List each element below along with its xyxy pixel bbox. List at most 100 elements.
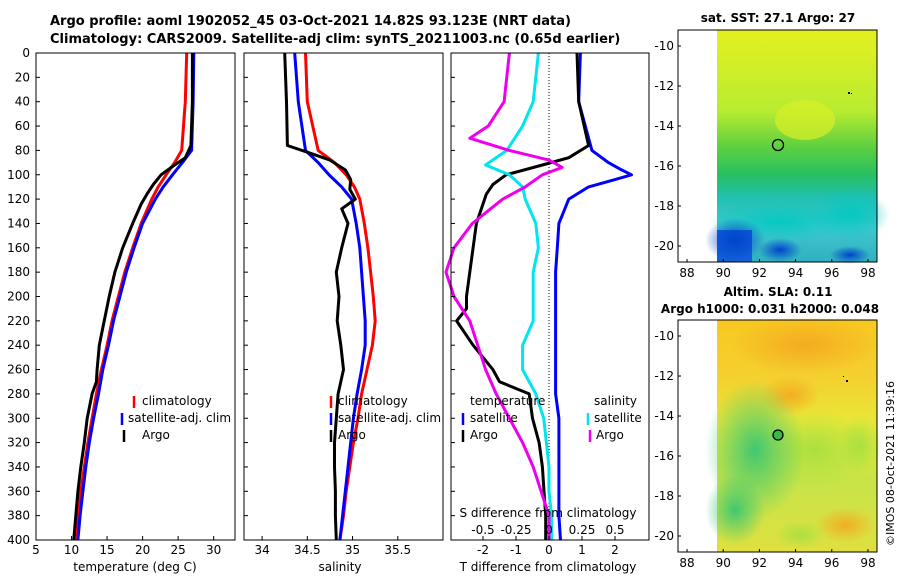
salinity-difference-xlabel: S difference from climatology xyxy=(460,506,637,520)
temperature-xlabel: temperature (deg C) xyxy=(73,560,196,574)
depth-tick-label: 160 xyxy=(7,241,30,255)
legend-temperature-satellite: satellite xyxy=(470,411,518,425)
difference-series-group xyxy=(444,52,633,541)
depth-tick-label: 80 xyxy=(15,143,30,157)
depth-tick-label: 180 xyxy=(7,265,30,279)
temperature-legend: climatology satellite-adj. clim Argo xyxy=(120,394,231,442)
depth-tick-label: 240 xyxy=(7,338,30,352)
temperature-xtick-label: 30 xyxy=(206,543,221,557)
map-ytick-label: -14 xyxy=(654,119,674,133)
temperature-difference-xlabel: T difference from climatology xyxy=(459,560,637,574)
legend-temperature-argo: Argo xyxy=(470,428,498,442)
map-xtick-label: 92 xyxy=(752,556,767,570)
sla-map-title-line-1: Altim. SLA: 0.11 xyxy=(724,285,833,299)
map-ytick-label: -20 xyxy=(654,239,674,253)
title-line-1: Argo profile: aoml 1902052_45 03-Oct-202… xyxy=(50,14,571,29)
salinity-xtick-label: 34 xyxy=(254,543,269,557)
map-ytick-label: -12 xyxy=(654,79,674,93)
map-xtick-label: 96 xyxy=(824,266,839,280)
legend-satellite: satellite-adj. clim xyxy=(128,411,231,425)
temperature-xtick-label: 20 xyxy=(135,543,150,557)
map-xtick-label: 94 xyxy=(788,266,803,280)
salinity-diff-satellite-line xyxy=(484,52,554,540)
sst-map-image xyxy=(705,30,890,264)
depth-tick-label: 0 xyxy=(22,46,30,60)
temperature-xtick-label: 10 xyxy=(64,543,79,557)
map-ytick-label: -14 xyxy=(654,409,674,423)
temperature-xtick-label: 25 xyxy=(171,543,186,557)
legend-argo: Argo xyxy=(338,428,366,442)
temperature-line-argo xyxy=(72,53,194,541)
temperature-xtick-label: 5 xyxy=(32,543,40,557)
sdiff-xtick-label: -0.25 xyxy=(500,523,531,537)
depth-tick-label: 60 xyxy=(15,119,30,133)
temperature-axes-frame xyxy=(35,52,236,541)
depth-tick-label: 400 xyxy=(7,533,30,547)
sst-map-title: sat. SST: 27.1 Argo: 27 xyxy=(701,11,855,25)
legend-argo: Argo xyxy=(142,428,170,442)
temperature-xtick-label: 15 xyxy=(99,543,114,557)
map-xtick-label: 92 xyxy=(752,266,767,280)
map-xtick-label: 94 xyxy=(788,556,803,570)
salinity-xlabel: salinity xyxy=(318,560,361,574)
map-ytick-label: -10 xyxy=(654,39,674,53)
tdiff-xtick-label: 0 xyxy=(545,543,553,557)
depth-tick-label: 40 xyxy=(15,95,30,109)
sla-map-image xyxy=(705,315,882,552)
depth-tick-label: 20 xyxy=(15,70,30,84)
depth-tick-label: 120 xyxy=(7,192,30,206)
map-xtick-label: 98 xyxy=(860,266,875,280)
sdiff-xtick-label: 0.5 xyxy=(605,523,624,537)
legend-salinity-satellite: satellite xyxy=(594,411,642,425)
temperature-series-group xyxy=(72,52,196,541)
sst-map-panel: sat. SST: 27.1 Argo: 27 88 90 92 94 96 98 -10 -… xyxy=(654,11,878,280)
title-line-2: Climatology: CARS2009. Satellite-adj cli… xyxy=(50,32,621,47)
tdiff-xtick-label: -1 xyxy=(510,543,522,557)
temperature-diff-satellite-line xyxy=(554,52,633,541)
salinity-panel: 34 34.5 35 35.5 salinity xyxy=(243,52,444,574)
salinity-xtick-label: 35.5 xyxy=(384,543,411,557)
depth-tick-label: 200 xyxy=(7,290,30,304)
depth-tick-label: 220 xyxy=(7,314,30,328)
salinity-line-argo xyxy=(283,52,357,541)
map-ytick-label: -16 xyxy=(654,159,674,173)
sla-map-panel: Altim. SLA: 0.11 Argo h1000: 0.031 h2000… xyxy=(654,285,879,570)
map-xtick-label: 88 xyxy=(679,266,694,280)
difference-panel: -2 -1 0 1 2 S difference from climatology -0… xyxy=(444,52,650,574)
depth-tick-label: 380 xyxy=(7,509,30,523)
sla-map-frame xyxy=(677,319,878,553)
tdiff-xtick-label: 1 xyxy=(578,543,586,557)
map-ytick-label: -10 xyxy=(654,329,674,343)
depth-tick-label: 140 xyxy=(7,216,30,230)
legend-climatology: climatology xyxy=(142,394,212,408)
legend-salinity-argo: Argo xyxy=(596,428,624,442)
sdiff-xtick-label: 0 xyxy=(545,523,553,537)
legend-climatology: climatology xyxy=(338,394,408,408)
tdiff-xtick-label: 2 xyxy=(611,543,619,557)
sla-map-title-line-2: Argo h1000: 0.031 h2000: 0.048 xyxy=(661,302,879,316)
sdiff-xtick-label: 0.25 xyxy=(569,523,596,537)
map-xtick-label: 98 xyxy=(860,556,875,570)
map-xtick-label: 88 xyxy=(679,556,694,570)
map-ytick-label: -20 xyxy=(654,529,674,543)
map-ytick-label: -12 xyxy=(654,369,674,383)
salinity-xtick-label: 35 xyxy=(345,543,360,557)
depth-tick-label: 320 xyxy=(7,436,30,450)
depth-tick-label: 100 xyxy=(7,168,30,182)
salinity-axes-frame xyxy=(243,52,444,541)
sst-map-frame xyxy=(677,29,878,263)
temperature-diff-argo-line xyxy=(455,52,591,540)
map-ytick-label: -18 xyxy=(654,489,674,503)
depth-tick-label: 300 xyxy=(7,411,30,425)
map-ytick-label: -18 xyxy=(654,199,674,213)
depth-tick-label: 340 xyxy=(7,460,30,474)
map-xtick-label: 90 xyxy=(716,556,731,570)
difference-legend: temperature satellite Argo salinity sate… xyxy=(461,394,642,442)
temperature-panel: 5 10 15 20 25 30 0 20 40 60 80 100 120 140 160 180 200 2… xyxy=(7,46,236,574)
map-ytick-label: -16 xyxy=(654,449,674,463)
depth-tick-label: 280 xyxy=(7,387,30,401)
salinity-line-satellite xyxy=(293,52,367,541)
legend-satellite: satellite-adj. clim xyxy=(338,411,441,425)
